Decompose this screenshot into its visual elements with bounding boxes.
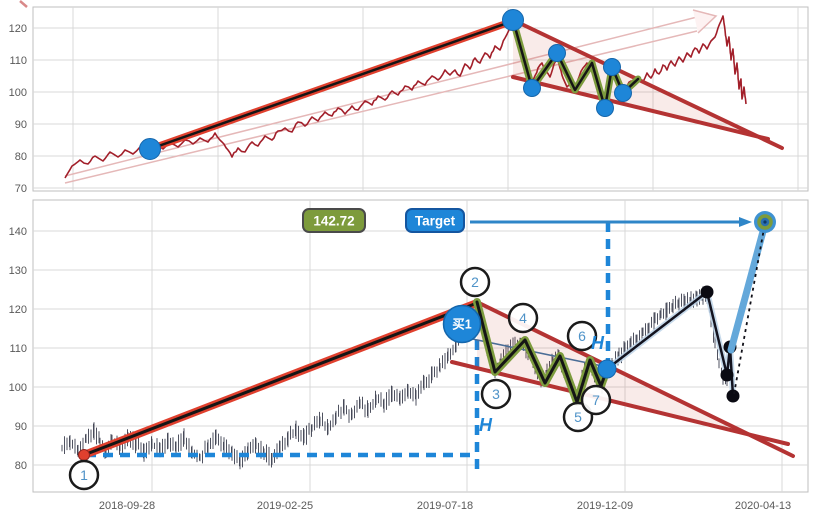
x-tick-label: 2020-04-13 xyxy=(735,500,791,512)
swing-dot xyxy=(720,368,734,382)
pattern-zigzag-core xyxy=(475,300,609,404)
annotations: 142.72 Target 买1 H H xyxy=(302,208,605,435)
swing-dot xyxy=(700,285,714,299)
pattern-point-number: 4 xyxy=(519,310,527,326)
wedge-lower-line xyxy=(511,75,770,141)
pattern-point-number: 1 xyxy=(80,467,88,483)
pattern-zigzag-core xyxy=(511,18,640,110)
trend-line-core xyxy=(82,301,479,457)
pivot-dot xyxy=(603,58,621,76)
numbered-pattern-points: 1 2 3 4 5 6 7 xyxy=(68,266,612,491)
arrow-body-line xyxy=(64,13,710,177)
pattern-point[interactable]: 5 xyxy=(562,401,594,433)
y-tick-label: 100 xyxy=(9,87,27,99)
target-arrow-head-icon xyxy=(739,217,752,227)
breakout-swing-line xyxy=(597,285,740,403)
pattern-point-circle[interactable] xyxy=(480,378,512,410)
target-arrow xyxy=(470,217,752,227)
trend-line-core xyxy=(148,19,515,151)
height-label-1: H xyxy=(479,415,493,435)
pivot-dot xyxy=(614,84,632,102)
buy-marker[interactable]: 买1 xyxy=(442,304,482,344)
top-pivot-dots xyxy=(139,9,632,160)
price-badge: 142.72 xyxy=(302,208,366,233)
corner-mark xyxy=(19,0,28,8)
target-button[interactable]: Target xyxy=(405,208,465,233)
top-panel-grid: 120 110 100 90 80 70 xyxy=(9,0,809,195)
x-tick-label: 2019-07-18 xyxy=(417,500,473,512)
price-badge-box xyxy=(302,208,366,233)
trend-start-dot xyxy=(78,449,90,461)
pivot-dot xyxy=(139,138,161,160)
buy-marker-circle[interactable] xyxy=(442,304,482,344)
y-tick-label: 80 xyxy=(15,151,27,163)
y-tick-label: 70 xyxy=(15,183,27,195)
target-button-label: Target xyxy=(415,214,456,229)
pivot-dot xyxy=(502,9,524,31)
y-tick-label: 120 xyxy=(9,304,27,316)
pattern-point-number: 5 xyxy=(574,409,582,425)
pivot-dot xyxy=(523,79,541,97)
measure-dashed-lines xyxy=(86,222,611,470)
height-label-2: H xyxy=(591,333,605,353)
y-tick-label: 120 xyxy=(9,23,27,35)
pattern-point[interactable]: 3 xyxy=(480,378,512,410)
pattern-point[interactable]: 1 xyxy=(68,459,100,491)
top-zigzag xyxy=(509,16,642,112)
wedge-upper-line xyxy=(511,18,784,150)
y-tick-label: 130 xyxy=(9,265,27,277)
pattern-point[interactable]: 4 xyxy=(507,302,539,334)
pattern-point-number: 3 xyxy=(492,386,500,402)
target-projection xyxy=(727,211,776,395)
y-tick-label: 110 xyxy=(9,343,27,355)
pattern-point-circle[interactable] xyxy=(507,302,539,334)
arrow-head-icon xyxy=(692,9,718,34)
bottom-trendline xyxy=(78,299,481,461)
y-tick-label: 110 xyxy=(9,55,27,67)
swing-dot xyxy=(726,389,740,403)
pattern-point-circle[interactable] xyxy=(580,384,612,416)
y-tick-label: 90 xyxy=(15,421,27,433)
bottom-panel-grid: 140 130 120 110 100 90 80 2018-09-28 2019-02-25 2… xyxy=(9,199,809,512)
pattern-point-circle[interactable] xyxy=(459,266,491,298)
pattern-point-circle[interactable] xyxy=(68,459,100,491)
pattern-point-number: 7 xyxy=(592,392,600,408)
target-marker-center xyxy=(763,220,767,224)
pattern-point-number: 2 xyxy=(471,274,479,290)
x-tick-label: 2018-09-28 xyxy=(99,500,155,512)
target-button-box[interactable] xyxy=(405,208,465,233)
y-tick-label: 100 xyxy=(9,382,27,394)
projection-line xyxy=(727,220,769,354)
x-tick-label: 2019-12-09 xyxy=(577,500,633,512)
bottom-zigzag xyxy=(473,298,611,406)
top-trendline xyxy=(146,17,517,153)
projection-dotted-line xyxy=(733,222,766,395)
buy-marker-label: 买1 xyxy=(452,318,472,332)
price-badge-value: 142.72 xyxy=(313,214,354,229)
y-tick-label: 90 xyxy=(15,119,27,131)
pattern-point-circle[interactable] xyxy=(566,320,598,352)
pattern-point[interactable]: 6 xyxy=(566,320,598,352)
pivot-dot xyxy=(596,99,614,117)
y-tick-label: 140 xyxy=(9,226,27,238)
pattern-point-number: 6 xyxy=(578,328,586,344)
pivot-dot xyxy=(548,44,566,62)
pattern-point[interactable]: 2 xyxy=(459,266,491,298)
wedge-lower-line xyxy=(450,360,790,446)
pivot-dot xyxy=(597,359,617,379)
pattern-point[interactable]: 7 xyxy=(580,384,612,416)
x-tick-label: 2019-02-25 xyxy=(257,500,313,512)
y-tick-label: 80 xyxy=(15,460,27,472)
